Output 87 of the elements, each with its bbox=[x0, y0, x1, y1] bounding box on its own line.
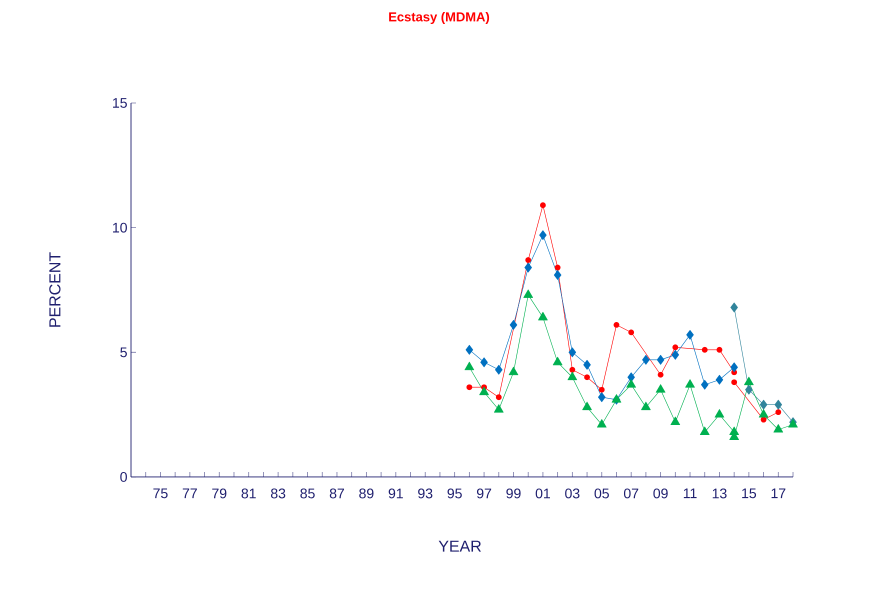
point bbox=[702, 346, 708, 353]
x-tick-label: 83 bbox=[270, 488, 286, 498]
x-tick-label: 75 bbox=[153, 488, 168, 498]
point bbox=[510, 320, 518, 330]
point bbox=[582, 402, 592, 410]
point bbox=[686, 330, 694, 340]
y-tick-label: 10 bbox=[113, 222, 127, 233]
point bbox=[554, 270, 562, 280]
point bbox=[495, 364, 503, 375]
x-tick-label: 09 bbox=[653, 488, 668, 498]
point bbox=[700, 380, 708, 390]
point bbox=[744, 376, 754, 386]
x-tick-label: 97 bbox=[476, 488, 492, 498]
point bbox=[627, 372, 635, 382]
x-tick-label: 95 bbox=[448, 488, 462, 498]
point bbox=[525, 257, 532, 263]
y-tick-label: 15 bbox=[113, 98, 127, 108]
x-tick-label: 05 bbox=[594, 488, 609, 498]
point bbox=[568, 372, 578, 380]
point bbox=[523, 289, 534, 298]
chart-title: Ecstasy (MDMA) bbox=[389, 12, 490, 24]
point bbox=[670, 416, 680, 426]
point bbox=[773, 424, 784, 433]
point bbox=[596, 419, 607, 428]
y-tick-label: 0 bbox=[120, 472, 127, 482]
point bbox=[658, 372, 664, 378]
point bbox=[538, 312, 548, 320]
point bbox=[479, 386, 489, 396]
point bbox=[464, 362, 474, 370]
x-axis-title: YEAR bbox=[438, 540, 481, 552]
point bbox=[554, 264, 561, 270]
point bbox=[745, 384, 753, 395]
x-tick-label: 07 bbox=[624, 488, 638, 498]
point bbox=[583, 360, 591, 370]
point bbox=[774, 400, 782, 410]
point bbox=[685, 379, 695, 388]
x-tick-label: 01 bbox=[536, 488, 550, 498]
x-tick-label: 13 bbox=[712, 488, 727, 498]
x-tick-label: 93 bbox=[418, 488, 432, 498]
point bbox=[480, 357, 488, 368]
x-tick-label: 17 bbox=[772, 488, 786, 498]
x-tick-label: 99 bbox=[506, 488, 521, 498]
point bbox=[730, 362, 738, 372]
point bbox=[731, 379, 738, 386]
x-tick-label: 81 bbox=[242, 488, 256, 498]
point bbox=[758, 409, 768, 418]
point bbox=[466, 344, 474, 355]
point bbox=[598, 392, 606, 402]
point bbox=[672, 350, 680, 360]
point bbox=[466, 384, 472, 390]
point bbox=[569, 366, 576, 373]
x-tick-label: 77 bbox=[182, 488, 197, 498]
point bbox=[656, 384, 666, 393]
point bbox=[714, 409, 724, 418]
point bbox=[775, 409, 782, 416]
point bbox=[760, 400, 768, 410]
x-tick-label: 03 bbox=[565, 488, 580, 498]
y-tick-label: 5 bbox=[120, 347, 127, 358]
point bbox=[656, 354, 664, 365]
point bbox=[552, 356, 562, 366]
point bbox=[672, 344, 678, 350]
point bbox=[568, 347, 576, 358]
point bbox=[524, 262, 532, 272]
y-axis-title: PERCENT bbox=[49, 252, 61, 327]
point bbox=[539, 230, 547, 240]
point bbox=[641, 402, 651, 410]
point bbox=[626, 379, 636, 388]
point bbox=[614, 322, 620, 328]
point bbox=[496, 394, 502, 400]
x-tick-label: 89 bbox=[359, 488, 374, 498]
point bbox=[598, 386, 605, 393]
point bbox=[700, 426, 710, 436]
x-tick-label: 87 bbox=[330, 488, 344, 498]
x-tick-label: 79 bbox=[212, 488, 226, 498]
point bbox=[508, 366, 518, 376]
point bbox=[584, 374, 590, 380]
point bbox=[628, 329, 634, 336]
point bbox=[642, 354, 650, 365]
x-tick-label: 85 bbox=[300, 488, 315, 498]
point bbox=[540, 202, 546, 208]
x-tick-label: 15 bbox=[742, 488, 756, 498]
point bbox=[730, 302, 738, 312]
point bbox=[494, 404, 504, 413]
x-tick-label: 91 bbox=[388, 488, 403, 498]
point bbox=[716, 346, 722, 353]
point bbox=[716, 374, 724, 385]
x-tick-label: 11 bbox=[684, 488, 697, 498]
